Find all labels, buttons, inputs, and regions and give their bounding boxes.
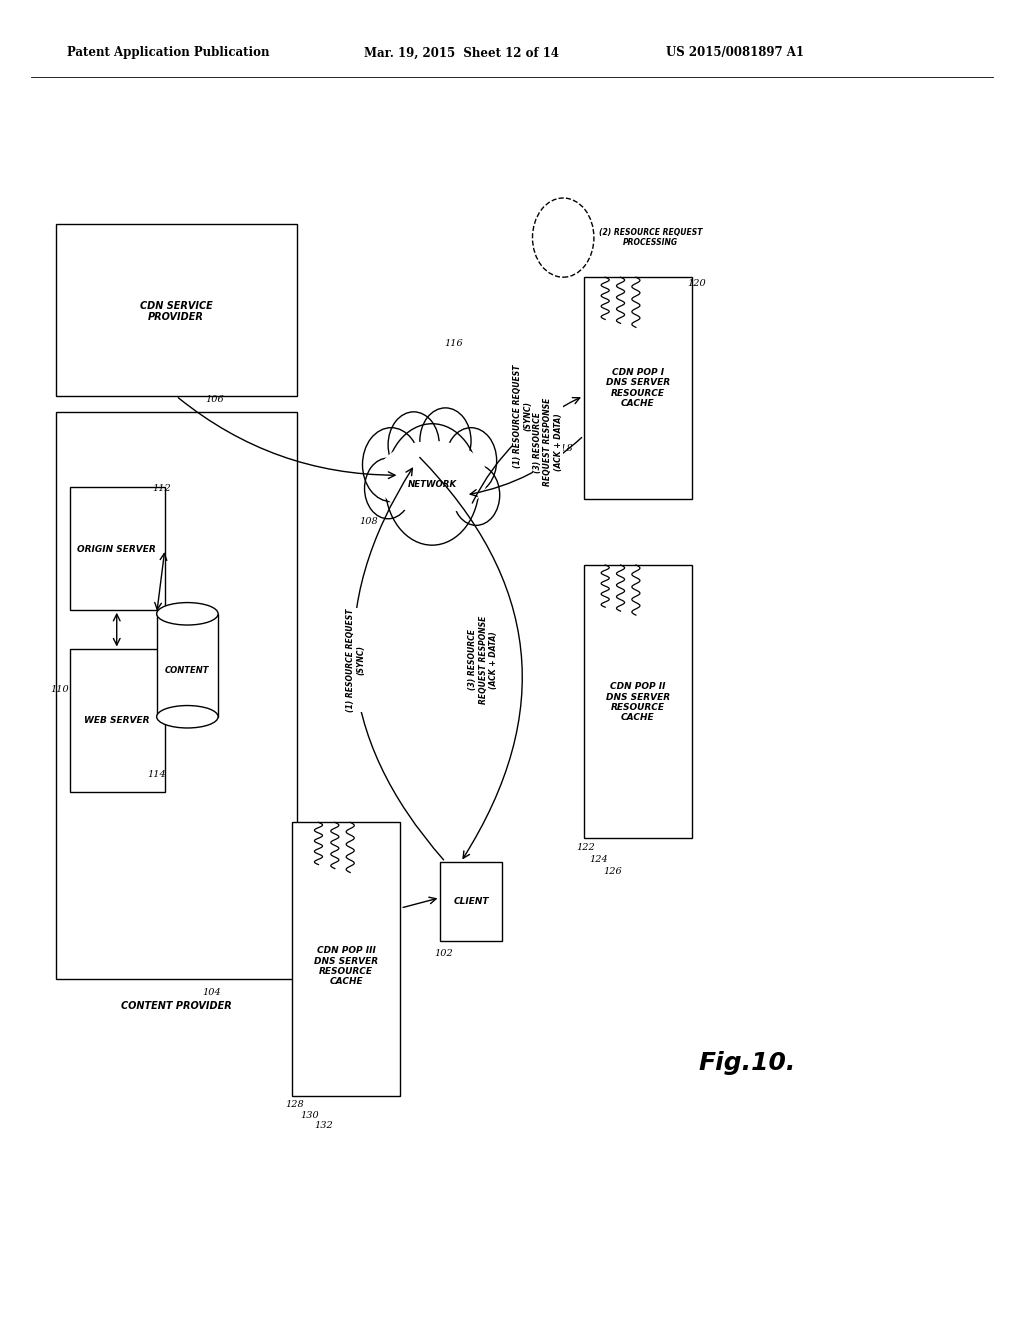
Text: 110: 110 (50, 685, 69, 693)
FancyBboxPatch shape (440, 862, 502, 941)
FancyBboxPatch shape (56, 412, 297, 979)
Text: (3) RESOURCE
REQUEST RESPONSE
(ACK + DATA): (3) RESOURCE REQUEST RESPONSE (ACK + DAT… (468, 616, 499, 704)
Text: 126: 126 (603, 867, 622, 875)
Text: Patent Application Publication: Patent Application Publication (67, 46, 269, 59)
Text: CONTENT PROVIDER: CONTENT PROVIDER (121, 1001, 231, 1011)
Text: 104: 104 (203, 989, 221, 997)
FancyBboxPatch shape (70, 487, 165, 610)
Circle shape (445, 428, 497, 494)
Circle shape (385, 424, 479, 545)
Ellipse shape (157, 705, 218, 729)
Text: CDN POP I
DNS SERVER
RESOURCE
CACHE: CDN POP I DNS SERVER RESOURCE CACHE (606, 368, 670, 408)
Text: 116: 116 (444, 339, 463, 347)
Text: 102: 102 (434, 949, 453, 957)
Text: (3) RESOURCE
REQUEST RESPONSE
(ACK + DATA): (3) RESOURCE REQUEST RESPONSE (ACK + DAT… (532, 399, 563, 486)
Text: 132: 132 (314, 1122, 333, 1130)
Text: CDN POP II
DNS SERVER
RESOURCE
CACHE: CDN POP II DNS SERVER RESOURCE CACHE (606, 682, 670, 722)
Circle shape (532, 198, 594, 277)
Text: (1) RESOURCE REQUEST
(SYNC): (1) RESOURCE REQUEST (SYNC) (346, 609, 365, 711)
Ellipse shape (377, 441, 487, 515)
Text: 118: 118 (554, 445, 572, 453)
Text: NETWORK: NETWORK (408, 480, 457, 488)
Text: Fig.10.: Fig.10. (698, 1051, 797, 1074)
FancyBboxPatch shape (157, 614, 218, 717)
Circle shape (362, 428, 420, 502)
Text: US 2015/0081897 A1: US 2015/0081897 A1 (666, 46, 804, 59)
Text: 112: 112 (153, 484, 171, 492)
Text: 114: 114 (147, 771, 166, 779)
Text: 120: 120 (687, 280, 706, 288)
Text: Mar. 19, 2015  Sheet 12 of 14: Mar. 19, 2015 Sheet 12 of 14 (364, 46, 558, 59)
Text: 106: 106 (206, 396, 224, 404)
Circle shape (420, 408, 471, 474)
Text: WEB SERVER: WEB SERVER (84, 717, 150, 725)
Text: 124: 124 (590, 855, 608, 863)
Text: CDN SERVICE
PROVIDER: CDN SERVICE PROVIDER (139, 301, 213, 322)
FancyBboxPatch shape (70, 649, 165, 792)
Text: CLIENT: CLIENT (454, 898, 488, 906)
Ellipse shape (157, 602, 218, 626)
Text: CDN POP III
DNS SERVER
RESOURCE
CACHE: CDN POP III DNS SERVER RESOURCE CACHE (314, 946, 378, 986)
FancyBboxPatch shape (584, 277, 692, 499)
Text: 108: 108 (359, 517, 378, 525)
Text: 130: 130 (300, 1111, 318, 1119)
Text: (2) RESOURCE REQUEST
PROCESSING: (2) RESOURCE REQUEST PROCESSING (599, 228, 702, 247)
FancyBboxPatch shape (584, 565, 692, 838)
FancyBboxPatch shape (292, 822, 400, 1096)
Circle shape (453, 465, 500, 525)
Text: 122: 122 (577, 843, 595, 851)
FancyBboxPatch shape (56, 224, 297, 396)
Ellipse shape (375, 430, 489, 516)
Text: 128: 128 (286, 1101, 304, 1109)
Text: (1) RESOURCE REQUEST
(SYNC): (1) RESOURCE REQUEST (SYNC) (513, 364, 531, 467)
Text: ORIGIN SERVER: ORIGIN SERVER (78, 545, 156, 553)
Circle shape (365, 458, 412, 519)
Text: CONTENT: CONTENT (165, 665, 210, 675)
Circle shape (388, 412, 439, 478)
